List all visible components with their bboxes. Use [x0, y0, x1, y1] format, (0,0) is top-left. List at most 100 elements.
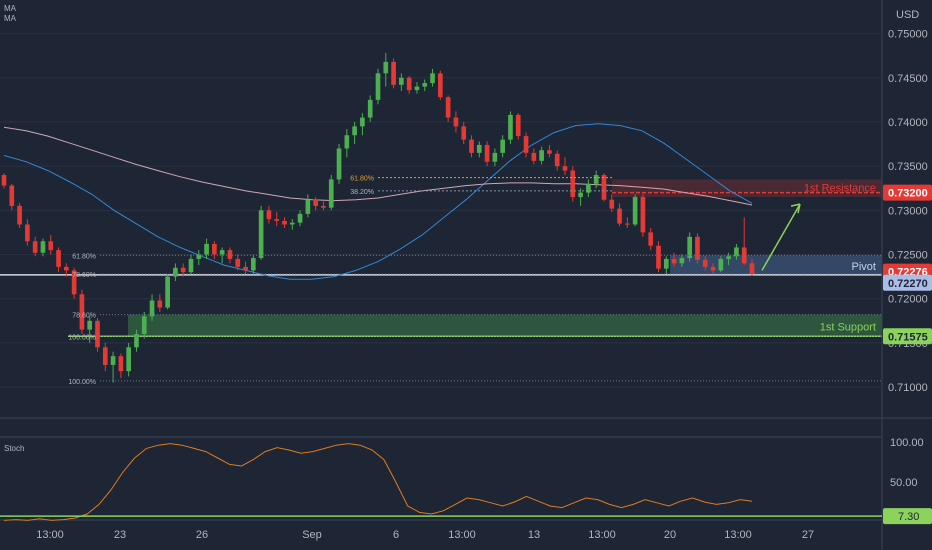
stoch-layer: Stoch: [0, 443, 882, 521]
candle-body: [289, 222, 295, 225]
y-tick-label: 0.74000: [888, 117, 928, 129]
candle-body: [453, 117, 459, 127]
candle-body: [336, 148, 342, 180]
candle-body: [445, 97, 451, 118]
support-zone: [128, 314, 882, 337]
candle-body: [469, 139, 474, 153]
resistance-price-tag-bg: [883, 184, 932, 201]
candle-body: [554, 153, 560, 167]
x-tick-label: 6: [393, 529, 399, 541]
candle-body: [648, 232, 654, 246]
candle-body: [196, 254, 202, 259]
candle-body: [656, 245, 661, 269]
candle-body: [749, 263, 755, 274]
stoch-value-tag-bg: [883, 508, 932, 525]
candle-body: [632, 197, 638, 225]
candle-body: [593, 174, 599, 184]
x-tick-label: 23: [114, 529, 126, 541]
forecast-arrow-shaft: [761, 203, 801, 271]
candle-body: [313, 199, 319, 206]
x-tick-label: 13:00: [588, 529, 616, 541]
candle-body: [726, 256, 731, 259]
candle-body: [578, 192, 583, 198]
candle-body: [266, 210, 272, 220]
candle-body: [243, 266, 248, 271]
candle-body: [17, 205, 22, 225]
candle-body: [204, 243, 209, 255]
candle-body: [157, 300, 163, 308]
stoch-value-tag: 7.30: [898, 511, 919, 523]
candle-body: [671, 258, 677, 264]
candle-body: [718, 258, 724, 271]
candle-body: [227, 250, 233, 259]
candle-body: [663, 258, 669, 269]
x-tick-label: 27: [802, 529, 814, 541]
y-tick-label: 0.73500: [888, 161, 928, 173]
x-tick-label: 13:00: [36, 529, 64, 541]
candle-body: [539, 150, 544, 161]
candle-body: [523, 136, 529, 153]
support-label: 1st Support: [820, 321, 876, 333]
candle-body: [118, 356, 124, 372]
ma-slow-line: [3, 126, 753, 206]
candle-body: [305, 199, 311, 214]
fib-label: 61.80%: [72, 253, 96, 260]
candle-body: [586, 183, 591, 193]
candle-body: [274, 219, 280, 221]
fib-label: 100.00%: [68, 379, 96, 386]
stoch-y-tick: 100.00: [890, 437, 924, 449]
candle-body: [570, 170, 576, 198]
y-tick-label: 0.72000: [888, 294, 928, 306]
ma-fast-line: [3, 123, 753, 280]
candle-body: [79, 294, 85, 330]
candle-body: [95, 320, 100, 348]
candle-body: [734, 247, 739, 257]
candle-body: [102, 347, 108, 365]
candle-body: [741, 247, 747, 264]
fib-label: 100.00%: [68, 334, 96, 341]
candle-body: [321, 205, 326, 208]
support-price-tag: 0.71575: [888, 331, 928, 343]
candle-body: [679, 258, 685, 264]
resistance-price-tag: 0.73200: [888, 188, 928, 200]
candle-body: [219, 250, 225, 255]
candle-body: [609, 199, 615, 209]
candle-body: [640, 197, 646, 233]
candle-body: [188, 258, 194, 273]
x-tick-label: Sep: [302, 529, 322, 541]
candle-body: [25, 224, 30, 242]
pivot-zone: [670, 255, 882, 275]
candle-body: [430, 73, 435, 84]
candle-body: [391, 61, 396, 85]
candle-body: [383, 61, 389, 74]
y-tick-label: 0.72500: [888, 250, 928, 262]
candle-body: [437, 73, 443, 98]
candle-body: [484, 144, 490, 162]
zone-layer: [0, 179, 882, 338]
fib-label: 78.60%: [72, 272, 96, 279]
candle-body: [515, 114, 521, 137]
x-tick-label: 13: [528, 529, 540, 541]
pivot-price-tag-bg: [883, 274, 932, 291]
candle-body: [32, 241, 38, 253]
candle-body: [71, 270, 77, 295]
y-tick-label: 0.73000: [888, 205, 928, 217]
candle-body: [687, 236, 693, 259]
candle-body: [40, 241, 46, 253]
candle-body: [297, 213, 303, 223]
candle-body: [360, 117, 365, 127]
candle-body: [134, 334, 139, 348]
candle-body: [367, 99, 373, 118]
ma-legend-2: MA: [4, 14, 16, 23]
support-price-tag-bg: [883, 328, 932, 345]
candle-body: [562, 166, 568, 171]
ma-legend-1: MA: [4, 4, 16, 13]
ma-layer: [3, 123, 753, 280]
candle-body: [149, 300, 155, 317]
candle-body: [165, 276, 170, 308]
candle-body: [250, 258, 256, 271]
pivot-label: Pivot: [852, 261, 876, 273]
y-tick-label: 0.75000: [888, 29, 928, 41]
